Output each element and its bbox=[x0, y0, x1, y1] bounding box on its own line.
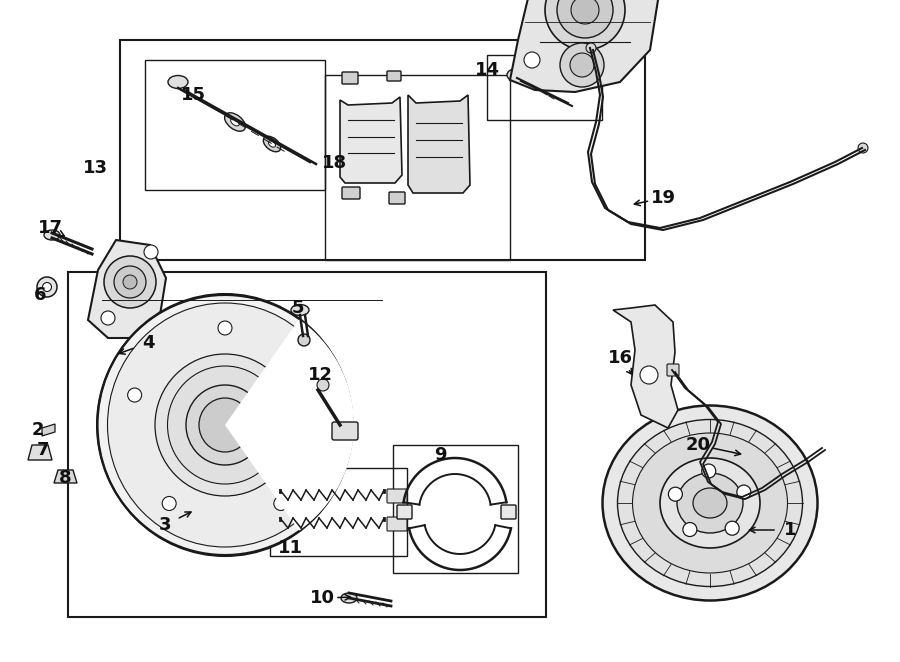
Text: 20: 20 bbox=[686, 436, 710, 454]
Text: 16: 16 bbox=[608, 349, 633, 367]
Text: 13: 13 bbox=[83, 159, 107, 177]
Circle shape bbox=[104, 256, 156, 308]
Ellipse shape bbox=[532, 77, 548, 89]
Ellipse shape bbox=[168, 75, 188, 89]
Circle shape bbox=[571, 0, 599, 24]
Ellipse shape bbox=[617, 420, 803, 587]
FancyBboxPatch shape bbox=[387, 489, 407, 503]
Ellipse shape bbox=[107, 303, 343, 547]
Text: 6: 6 bbox=[34, 286, 46, 304]
FancyBboxPatch shape bbox=[342, 187, 360, 199]
FancyBboxPatch shape bbox=[397, 505, 412, 519]
Ellipse shape bbox=[225, 113, 246, 131]
Text: 10: 10 bbox=[310, 589, 335, 607]
Ellipse shape bbox=[633, 433, 788, 573]
Text: 17: 17 bbox=[38, 219, 62, 237]
Text: 15: 15 bbox=[181, 86, 205, 104]
Circle shape bbox=[545, 0, 625, 50]
Ellipse shape bbox=[230, 118, 239, 126]
Polygon shape bbox=[340, 97, 402, 183]
Circle shape bbox=[725, 521, 739, 535]
Ellipse shape bbox=[693, 488, 727, 518]
Circle shape bbox=[737, 485, 751, 499]
Circle shape bbox=[128, 388, 141, 402]
Circle shape bbox=[683, 522, 697, 536]
Text: 5: 5 bbox=[292, 299, 304, 317]
Text: 18: 18 bbox=[321, 154, 347, 172]
Ellipse shape bbox=[264, 136, 281, 152]
Ellipse shape bbox=[155, 354, 295, 496]
Circle shape bbox=[274, 496, 288, 510]
Ellipse shape bbox=[507, 68, 527, 81]
Text: 4: 4 bbox=[142, 334, 154, 352]
Ellipse shape bbox=[602, 406, 817, 600]
Text: 19: 19 bbox=[651, 189, 676, 207]
Ellipse shape bbox=[341, 593, 357, 603]
Circle shape bbox=[524, 52, 540, 68]
Circle shape bbox=[309, 388, 322, 402]
Circle shape bbox=[162, 496, 176, 510]
Circle shape bbox=[298, 334, 310, 346]
FancyBboxPatch shape bbox=[389, 192, 405, 204]
Text: 8: 8 bbox=[58, 469, 71, 487]
FancyBboxPatch shape bbox=[332, 422, 358, 440]
Ellipse shape bbox=[44, 230, 60, 240]
Circle shape bbox=[101, 311, 115, 325]
Polygon shape bbox=[408, 95, 470, 193]
FancyBboxPatch shape bbox=[667, 364, 679, 376]
Circle shape bbox=[858, 143, 868, 153]
Circle shape bbox=[557, 0, 613, 38]
Polygon shape bbox=[88, 240, 166, 338]
Circle shape bbox=[144, 245, 158, 259]
Circle shape bbox=[218, 321, 232, 335]
Circle shape bbox=[702, 464, 716, 478]
Ellipse shape bbox=[291, 305, 309, 316]
Circle shape bbox=[640, 366, 658, 384]
FancyBboxPatch shape bbox=[387, 517, 407, 531]
FancyBboxPatch shape bbox=[342, 72, 358, 84]
Text: 11: 11 bbox=[277, 539, 302, 557]
Circle shape bbox=[114, 266, 146, 298]
Text: 12: 12 bbox=[308, 366, 332, 384]
Polygon shape bbox=[42, 424, 55, 436]
Text: 3: 3 bbox=[158, 516, 171, 534]
Polygon shape bbox=[510, 0, 658, 92]
Ellipse shape bbox=[186, 385, 264, 465]
Circle shape bbox=[317, 379, 329, 391]
Circle shape bbox=[570, 53, 594, 77]
Ellipse shape bbox=[42, 283, 51, 291]
Ellipse shape bbox=[677, 473, 743, 533]
Text: 7: 7 bbox=[37, 441, 50, 459]
Polygon shape bbox=[28, 445, 52, 460]
Text: 2: 2 bbox=[32, 421, 44, 439]
Polygon shape bbox=[613, 305, 678, 428]
Circle shape bbox=[669, 487, 682, 501]
Text: 1: 1 bbox=[784, 521, 796, 539]
Wedge shape bbox=[225, 319, 354, 531]
FancyBboxPatch shape bbox=[387, 71, 401, 81]
Text: 9: 9 bbox=[434, 446, 446, 464]
Ellipse shape bbox=[97, 294, 353, 556]
Polygon shape bbox=[54, 470, 77, 483]
Ellipse shape bbox=[660, 458, 760, 548]
Ellipse shape bbox=[268, 141, 275, 147]
Ellipse shape bbox=[199, 398, 251, 452]
FancyBboxPatch shape bbox=[501, 505, 516, 519]
Text: 14: 14 bbox=[474, 61, 500, 79]
Ellipse shape bbox=[37, 277, 57, 297]
Ellipse shape bbox=[167, 366, 283, 484]
Circle shape bbox=[560, 43, 604, 87]
Circle shape bbox=[586, 43, 596, 53]
Circle shape bbox=[123, 275, 137, 289]
